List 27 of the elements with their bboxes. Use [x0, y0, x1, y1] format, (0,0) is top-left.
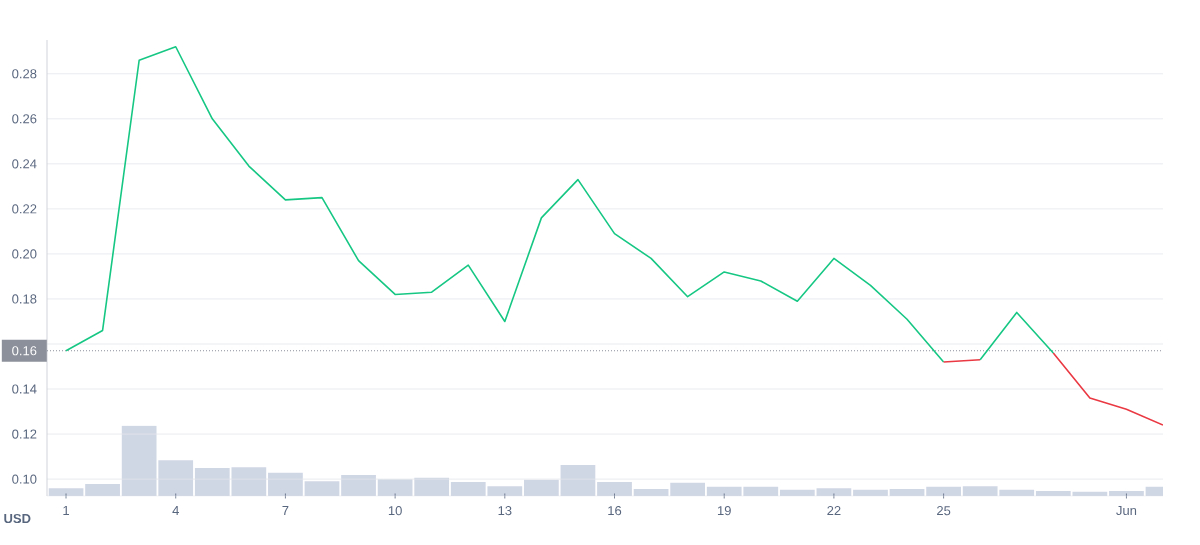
x-tick-label: 4: [172, 506, 179, 515]
bar: [85, 484, 120, 496]
y-tick-label: 0.14: [12, 384, 37, 394]
ref-line-label: 0.16: [12, 346, 37, 356]
bar: [597, 481, 632, 496]
y-tick-label: 0.18: [12, 294, 37, 304]
x-tick-label: Jun: [1116, 506, 1137, 516]
x-tick-label: 25: [937, 506, 951, 516]
x-tick-label: 10: [388, 506, 402, 516]
x-tick-label: 7: [282, 506, 289, 515]
y-tick-label: 0.12: [12, 429, 37, 439]
bar: [304, 481, 340, 496]
y-tick-label: 0.22: [12, 204, 37, 214]
x-tick-label: 22: [827, 506, 841, 516]
bar: [524, 479, 559, 496]
y-axis-title: USD: [4, 513, 31, 524]
y-tick-label: 0.20: [12, 249, 37, 259]
y-tick-label: 0.24: [12, 159, 37, 169]
bar: [670, 482, 706, 496]
y-tick-label: 0.28: [12, 69, 37, 79]
y-tick-label: 0.10: [12, 474, 37, 484]
y-tick-label: 0.26: [12, 114, 37, 124]
x-tick-label: 13: [498, 506, 512, 516]
x-tick-label: 19: [717, 506, 731, 516]
x-tick-label: 1: [63, 506, 70, 515]
x-tick-label: 16: [608, 506, 622, 516]
line-series: [65, 45, 945, 363]
